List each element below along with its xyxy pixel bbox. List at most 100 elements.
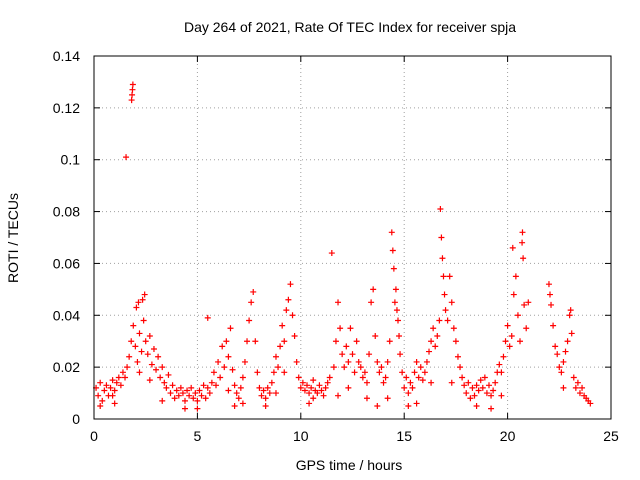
- data-point: [337, 325, 344, 332]
- data-point: [194, 405, 201, 412]
- data-point: [574, 379, 581, 386]
- data-point: [111, 400, 118, 407]
- data-point: [382, 374, 389, 381]
- data-point: [157, 374, 164, 381]
- data-point: [399, 369, 406, 376]
- data-point: [550, 322, 557, 329]
- data-point: [184, 387, 191, 394]
- data-point: [268, 379, 275, 386]
- data-point: [520, 255, 527, 262]
- data-point: [177, 384, 184, 391]
- data-point: [306, 390, 313, 397]
- y-tick-label: 0.08: [53, 204, 80, 220]
- data-point: [345, 358, 352, 365]
- data-point: [521, 301, 528, 308]
- data-point: [210, 369, 217, 376]
- data-point: [442, 307, 449, 314]
- data-point: [457, 364, 464, 371]
- y-tick-label: 0.1: [61, 152, 81, 168]
- data-point: [179, 390, 186, 397]
- data-point: [322, 384, 329, 391]
- data-point: [498, 392, 505, 399]
- data-point: [514, 312, 521, 319]
- data-point: [244, 338, 251, 345]
- data-point: [281, 338, 288, 345]
- data-point: [144, 351, 151, 358]
- chart-title: Day 264 of 2021, Rate Of TEC Index for r…: [184, 19, 516, 35]
- data-point: [310, 377, 317, 384]
- data-point: [403, 374, 410, 381]
- data-point: [109, 392, 116, 399]
- data-point: [432, 343, 439, 350]
- data-point: [135, 299, 142, 306]
- data-point: [252, 338, 259, 345]
- y-tick-label: 0: [72, 411, 80, 427]
- data-point: [413, 400, 420, 407]
- data-point: [204, 314, 211, 321]
- data-point: [146, 333, 153, 340]
- data-point: [231, 382, 238, 389]
- axis-ticks: 0 5 10 15 20 25 0 0.02 0.04 0.06 0.08 0.1 0.12 0.14: [53, 48, 619, 444]
- data-point: [363, 395, 370, 402]
- data-point: [339, 351, 346, 358]
- data-point: [97, 403, 104, 410]
- data-point: [396, 333, 403, 340]
- data-point: [440, 273, 447, 280]
- data-point: [436, 317, 443, 324]
- data-point: [150, 345, 157, 352]
- data-point: [368, 299, 375, 306]
- data-point: [393, 307, 400, 314]
- data-point: [509, 244, 516, 251]
- data-point: [163, 384, 170, 391]
- data-point: [306, 400, 313, 407]
- data-point: [496, 361, 503, 368]
- data-point: [225, 387, 232, 394]
- data-point: [181, 405, 188, 412]
- data-point: [248, 299, 255, 306]
- data-point: [101, 387, 108, 394]
- data-point: [97, 379, 104, 386]
- data-point: [351, 369, 358, 376]
- data-point: [444, 317, 451, 324]
- data-point: [140, 317, 147, 324]
- data-point: [335, 299, 342, 306]
- data-point: [363, 379, 370, 386]
- data-point: [506, 343, 513, 350]
- data-point: [353, 338, 360, 345]
- data-point: [374, 358, 381, 365]
- data-point: [481, 374, 488, 381]
- y-tick-label: 0.06: [53, 255, 80, 271]
- data-point: [119, 369, 126, 376]
- data-point: [256, 384, 263, 391]
- data-point: [223, 338, 230, 345]
- data-point: [308, 384, 315, 391]
- data-point: [129, 86, 136, 93]
- data-point: [293, 358, 300, 365]
- data-point: [124, 364, 131, 371]
- data-point: [380, 379, 387, 386]
- data-point: [159, 364, 166, 371]
- x-tick-label: 0: [90, 428, 98, 444]
- data-point: [366, 351, 373, 358]
- data-point: [213, 382, 220, 389]
- data-point: [262, 395, 269, 402]
- data-point: [204, 384, 211, 391]
- data-point: [413, 358, 420, 365]
- data-point: [239, 374, 246, 381]
- data-point: [153, 366, 160, 373]
- data-point: [167, 390, 174, 397]
- data-point: [390, 265, 397, 272]
- data-point: [270, 369, 277, 376]
- data-point: [260, 387, 267, 394]
- data-point: [488, 392, 495, 399]
- data-point: [405, 403, 412, 410]
- data-point: [469, 384, 476, 391]
- y-tick-label: 0.02: [53, 359, 80, 375]
- data-point: [320, 392, 327, 399]
- data-point: [411, 369, 418, 376]
- data-point: [452, 338, 459, 345]
- data-point: [378, 364, 385, 371]
- data-point: [196, 387, 203, 394]
- data-point: [219, 343, 226, 350]
- data-point: [430, 325, 437, 332]
